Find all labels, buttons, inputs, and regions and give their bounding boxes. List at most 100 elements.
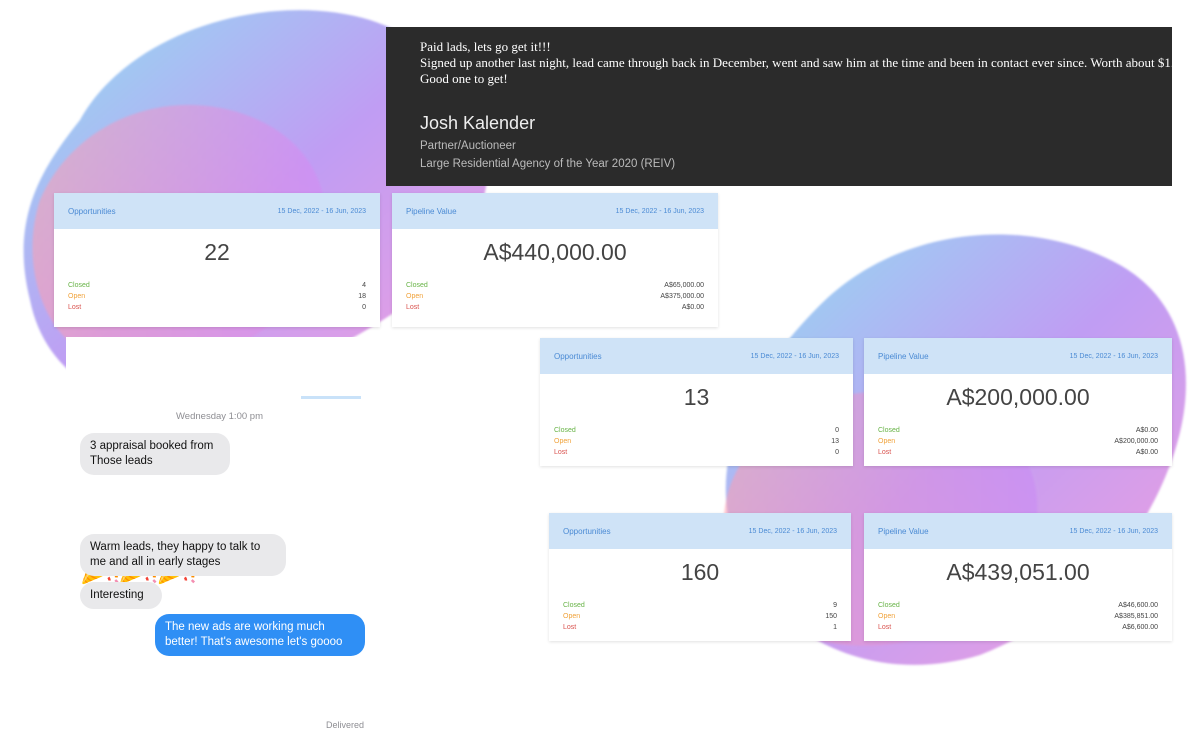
- incoming-message[interactable]: 3 appraisal booked from Those leads: [80, 433, 230, 475]
- email-body: Paid lads, lets go get it!!! Signed up a…: [420, 39, 1172, 87]
- email-testimonial: Paid lads, lets go get it!!! Signed up a…: [386, 27, 1172, 186]
- card-title: Pipeline Value: [406, 206, 457, 216]
- card-total: A$440,000.00: [483, 239, 627, 265]
- row-value: A$385,851.00: [1114, 613, 1158, 620]
- row-value: 9: [833, 602, 837, 609]
- lost-row: Lost 1: [563, 622, 837, 633]
- card-title: Pipeline Value: [878, 526, 929, 536]
- row-value: A$0.00: [1135, 427, 1158, 434]
- row-value: 13: [831, 438, 839, 445]
- closed-row: Closed 9: [563, 600, 837, 611]
- row-label: Open: [554, 438, 572, 445]
- signature-agency: Large Residential Agency of the Year 202…: [420, 158, 676, 170]
- closed-row: Closed 4: [68, 280, 366, 291]
- card-title: Opportunities: [68, 206, 116, 216]
- message-text: The new ads are working much better! Tha…: [165, 621, 343, 648]
- delivered-status: Delivered: [325, 720, 364, 730]
- card-header: Pipeline Value 15 Dec, 2022 - 16 Jun, 20…: [864, 338, 1172, 374]
- thread-body[interactable]: Wednesday 1:00 pm 3 appraisal booked fro…: [66, 399, 373, 730]
- row-value: 1: [833, 624, 837, 631]
- card-total: 13: [683, 384, 710, 410]
- signature-name: Josh Kalender: [420, 113, 536, 133]
- row-label: Open: [878, 438, 896, 445]
- card-total: A$200,000.00: [946, 384, 1090, 410]
- row-value: 18: [358, 293, 366, 300]
- row-value: A$65,000.00: [664, 282, 704, 289]
- open-row: Open A$385,851.00: [878, 611, 1158, 622]
- row-label: Closed: [878, 602, 900, 609]
- lost-row: Lost A$0.00: [878, 447, 1158, 458]
- closed-row: Closed A$65,000.00: [406, 280, 704, 291]
- row-value: A$0.00: [681, 304, 704, 311]
- opportunities-card: Opportunities 15 Dec, 2022 - 16 Jun, 202…: [54, 193, 380, 327]
- lost-row: Lost A$0.00: [406, 302, 704, 313]
- card-total: 160: [680, 559, 720, 585]
- row-label: Open: [563, 613, 581, 620]
- row-label: Lost: [406, 304, 420, 311]
- row-label: Closed: [68, 282, 90, 289]
- message-text: Interesting: [90, 589, 144, 601]
- open-row: Open A$375,000.00: [406, 291, 704, 302]
- row-label: Lost: [554, 449, 568, 456]
- row-label: Lost: [68, 304, 82, 311]
- previous-message-edge: [301, 396, 361, 399]
- pipeline-value-card: Pipeline Value 15 Dec, 2022 - 16 Jun, 20…: [864, 338, 1172, 466]
- lost-row: Lost 0: [68, 302, 366, 313]
- card-title: Pipeline Value: [878, 351, 929, 361]
- pipeline-value-card: Pipeline Value 15 Dec, 2022 - 16 Jun, 20…: [392, 193, 718, 327]
- row-label: Open: [406, 293, 424, 300]
- date-range[interactable]: 15 Dec, 2022 - 16 Jun, 2023: [748, 527, 837, 535]
- pipeline-value-card: Pipeline Value 15 Dec, 2022 - 16 Jun, 20…: [864, 513, 1172, 641]
- row-label: Lost: [563, 624, 577, 631]
- row-value: 4: [362, 282, 366, 289]
- date-range[interactable]: 15 Dec, 2022 - 16 Jun, 2023: [1069, 527, 1158, 535]
- row-value: A$46,600.00: [1118, 602, 1158, 609]
- outgoing-message[interactable]: The new ads are working much better! Tha…: [155, 614, 365, 656]
- closed-row: Closed A$46,600.00: [878, 600, 1158, 611]
- message-text: Warm leads, they happy to talk to me and…: [90, 541, 261, 568]
- row-label: Lost: [878, 624, 892, 631]
- row-value: 0: [835, 427, 839, 434]
- row-value: A$0.00: [1135, 449, 1158, 456]
- card-title: Opportunities: [554, 351, 602, 361]
- date-range[interactable]: 15 Dec, 2022 - 16 Jun, 2023: [750, 352, 839, 360]
- row-label: Closed: [554, 427, 576, 434]
- message-timestamp: Wednesday 1:00 pm: [176, 411, 263, 422]
- incoming-message[interactable]: Interesting: [80, 582, 162, 609]
- row-label: Lost: [878, 449, 892, 456]
- row-label: Open: [878, 613, 896, 620]
- row-value: 0: [835, 449, 839, 456]
- card-header: Pipeline Value 15 Dec, 2022 - 16 Jun, 20…: [392, 193, 718, 229]
- incoming-message[interactable]: Warm leads, they happy to talk to me and…: [80, 534, 286, 576]
- closed-row: Closed A$0.00: [878, 425, 1158, 436]
- signature-role: Partner/Auctioneer: [420, 140, 516, 152]
- card-header: Opportunities 15 Dec, 2022 - 16 Jun, 202…: [549, 513, 851, 549]
- row-value: 150: [825, 613, 837, 620]
- thread-header-area: [66, 337, 373, 399]
- row-value: A$375,000.00: [660, 293, 704, 300]
- message-text: 3 appraisal booked from Those leads: [90, 440, 214, 467]
- row-label: Closed: [563, 602, 585, 609]
- card-title: Opportunities: [563, 526, 611, 536]
- row-label: Open: [68, 293, 86, 300]
- card-header: Pipeline Value 15 Dec, 2022 - 16 Jun, 20…: [864, 513, 1172, 549]
- message-thread: Wednesday 1:00 pm 3 appraisal booked fro…: [66, 337, 373, 730]
- row-label: Closed: [406, 282, 428, 289]
- lost-row: Lost 0: [554, 447, 839, 458]
- date-range[interactable]: 15 Dec, 2022 - 16 Jun, 2023: [277, 207, 366, 215]
- closed-row: Closed 0: [554, 425, 839, 436]
- row-value: A$6,600.00: [1122, 624, 1158, 631]
- open-row: Open A$200,000.00: [878, 436, 1158, 447]
- card-header: Opportunities 15 Dec, 2022 - 16 Jun, 202…: [540, 338, 853, 374]
- lost-row: Lost A$6,600.00: [878, 622, 1158, 633]
- open-row: Open 13: [554, 436, 839, 447]
- email-line: Paid lads, lets go get it!!!: [420, 39, 551, 54]
- opportunities-card: Opportunities 15 Dec, 2022 - 16 Jun, 202…: [549, 513, 851, 641]
- row-value: 0: [362, 304, 366, 311]
- date-range[interactable]: 15 Dec, 2022 - 16 Jun, 2023: [615, 207, 704, 215]
- card-header: Opportunities 15 Dec, 2022 - 16 Jun, 202…: [54, 193, 380, 229]
- open-row: Open 18: [68, 291, 366, 302]
- date-range[interactable]: 15 Dec, 2022 - 16 Jun, 2023: [1069, 352, 1158, 360]
- card-total: 22: [204, 239, 230, 265]
- email-line: Good one to get!: [420, 71, 508, 86]
